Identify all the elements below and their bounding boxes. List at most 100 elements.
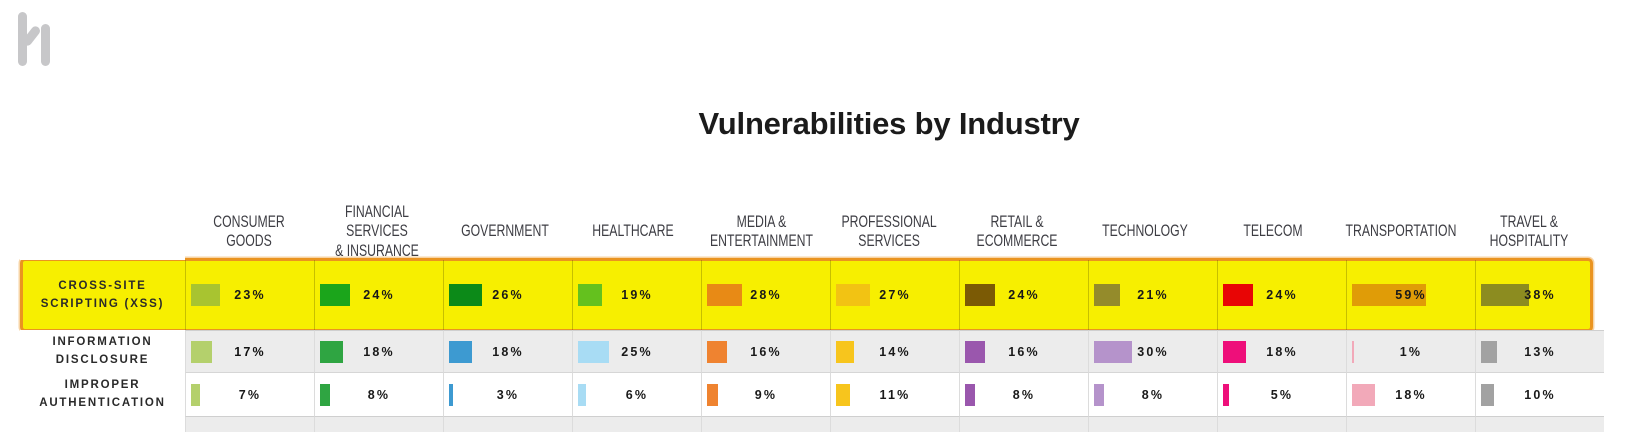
chart-title: Vulnerabilities by Industry (698, 106, 1080, 141)
industry-header-label: HEALTHCARE (592, 221, 674, 241)
percentage-bar (1094, 340, 1132, 363)
percentage-bar (965, 340, 985, 363)
percentage-bar (449, 383, 453, 406)
industry-header-label: CONSUMER GOODS (213, 211, 285, 250)
industry-header-label: RETAIL & ECOMMERCE (976, 211, 1058, 250)
value-label: 24% (363, 288, 395, 302)
row-label-cell: CROSS-SITE SCRIPTING (XSS) (20, 260, 185, 330)
table-row: CROSS-SITE SCRIPTING (XSS) 23% 24% 26% 19% 28%… (20, 260, 1593, 330)
percentage-bar (320, 383, 330, 406)
value-cell: 38% (1475, 260, 1604, 330)
value-cell: 18% (443, 330, 572, 372)
industry-header-label: MEDIA & ENTERTAINMENT (709, 211, 813, 250)
industry-header-label: FINANCIAL SERVICES & INSURANCE (335, 202, 419, 260)
value-label: 7% (238, 387, 262, 402)
percentage-bar (707, 383, 719, 406)
table-row: INFORMATION DISCLOSURE 17% 18% 18% 25% 16% 14% 1… (20, 330, 1604, 372)
value-cell: 21% (1088, 260, 1217, 330)
value-cell: 18% (314, 330, 443, 372)
percentage-bar (578, 383, 586, 406)
percentage-bar (1223, 340, 1246, 363)
percentage-bar (836, 340, 854, 363)
percentage-bar (191, 383, 200, 406)
industry-header: TRANSPORTATION (1337, 202, 1465, 260)
percentage-bar (191, 284, 220, 306)
percentage-bar (578, 284, 602, 306)
industry-header: TRAVEL & HOSPITALITY (1465, 202, 1593, 260)
value-cell (1346, 416, 1475, 432)
industry-header: GOVERNMENT (441, 202, 569, 260)
vulnerabilities-by-industry-table: CONSUMER GOODS FINANCIAL SERVICES & INSURA… (20, 202, 1604, 432)
value-cell: 18% (1217, 330, 1346, 372)
percentage-bar (707, 284, 742, 306)
value-label: 26% (492, 288, 524, 302)
value-label: 18% (1266, 344, 1298, 359)
percentage-bar (836, 383, 850, 406)
value-cell: 23% (185, 260, 314, 330)
value-cell: 18% (1346, 372, 1475, 416)
value-cell (959, 416, 1088, 432)
value-label: 8% (367, 387, 391, 402)
industry-header-label: TELECOM (1243, 221, 1303, 241)
value-label: 16% (1008, 344, 1040, 359)
value-cell: 6% (572, 372, 701, 416)
percentage-bar (578, 340, 610, 363)
industry-header: FINANCIAL SERVICES & INSURANCE (313, 202, 441, 260)
value-label: 16% (750, 344, 782, 359)
value-label: 18% (492, 344, 524, 359)
value-label: 6% (625, 387, 649, 402)
value-cell: 8% (1088, 372, 1217, 416)
percentage-bar (965, 383, 975, 406)
percentage-bar (191, 340, 213, 363)
value-label: 24% (1266, 288, 1298, 302)
value-label: 9% (754, 387, 778, 402)
row-label: CROSS-SITE SCRIPTING (XSS) (40, 279, 165, 310)
value-cell: 9% (701, 372, 830, 416)
value-cell: 28% (701, 260, 830, 330)
value-label: 14% (879, 344, 911, 359)
value-cell: 3% (443, 372, 572, 416)
percentage-bar (707, 340, 727, 363)
value-cell (314, 416, 443, 432)
percentage-bar (836, 284, 870, 306)
value-cell: 7% (185, 372, 314, 416)
value-cell: 24% (959, 260, 1088, 330)
percentage-bar (449, 340, 472, 363)
table-row: IMPROPER AUTHENTICATION 7% 8% 3% 6% 9% 11% 8% 8% 5… (20, 372, 1604, 416)
row-label: IMPROPER AUTHENTICATION (39, 378, 166, 409)
value-label: 17% (234, 344, 266, 359)
percentage-bar (1481, 284, 1529, 306)
value-cell (701, 416, 830, 432)
value-cell: 27% (830, 260, 959, 330)
industry-header-label: GOVERNMENT (461, 221, 549, 241)
value-cell (185, 416, 314, 432)
value-label: 1% (1399, 344, 1423, 359)
value-cell (572, 416, 701, 432)
value-label: 23% (234, 288, 266, 302)
percentage-bar (1094, 383, 1104, 406)
value-label: 18% (1395, 387, 1427, 402)
value-cell: 26% (443, 260, 572, 330)
value-cell: 25% (572, 330, 701, 372)
percentage-bar (1352, 340, 1354, 363)
value-cell: 19% (572, 260, 701, 330)
row-label: INFORMATION DISCLOSURE (52, 335, 153, 366)
percentage-bar (1352, 284, 1426, 306)
value-cell: 5% (1217, 372, 1346, 416)
value-label: 28% (750, 288, 782, 302)
row-label-cell: IMPROPER AUTHENTICATION (20, 372, 185, 416)
value-label: 30% (1137, 344, 1169, 359)
value-cell: 30% (1088, 330, 1217, 372)
percentage-bar (1352, 383, 1375, 406)
row-label-cell: INFORMATION DISCLOSURE (20, 330, 185, 372)
industry-header: PROFESSIONAL SERVICES (825, 202, 953, 260)
industry-header: MEDIA & ENTERTAINMENT (697, 202, 825, 260)
value-label: 27% (879, 288, 911, 302)
value-cell: 16% (701, 330, 830, 372)
value-cell (1475, 416, 1604, 432)
industry-header-label: TRAVEL & HOSPITALITY (1489, 211, 1569, 250)
industry-header-label: TRANSPORTATION (1345, 221, 1457, 241)
industry-header: CONSUMER GOODS (185, 202, 313, 260)
value-label: 18% (363, 344, 395, 359)
value-cell: 14% (830, 330, 959, 372)
